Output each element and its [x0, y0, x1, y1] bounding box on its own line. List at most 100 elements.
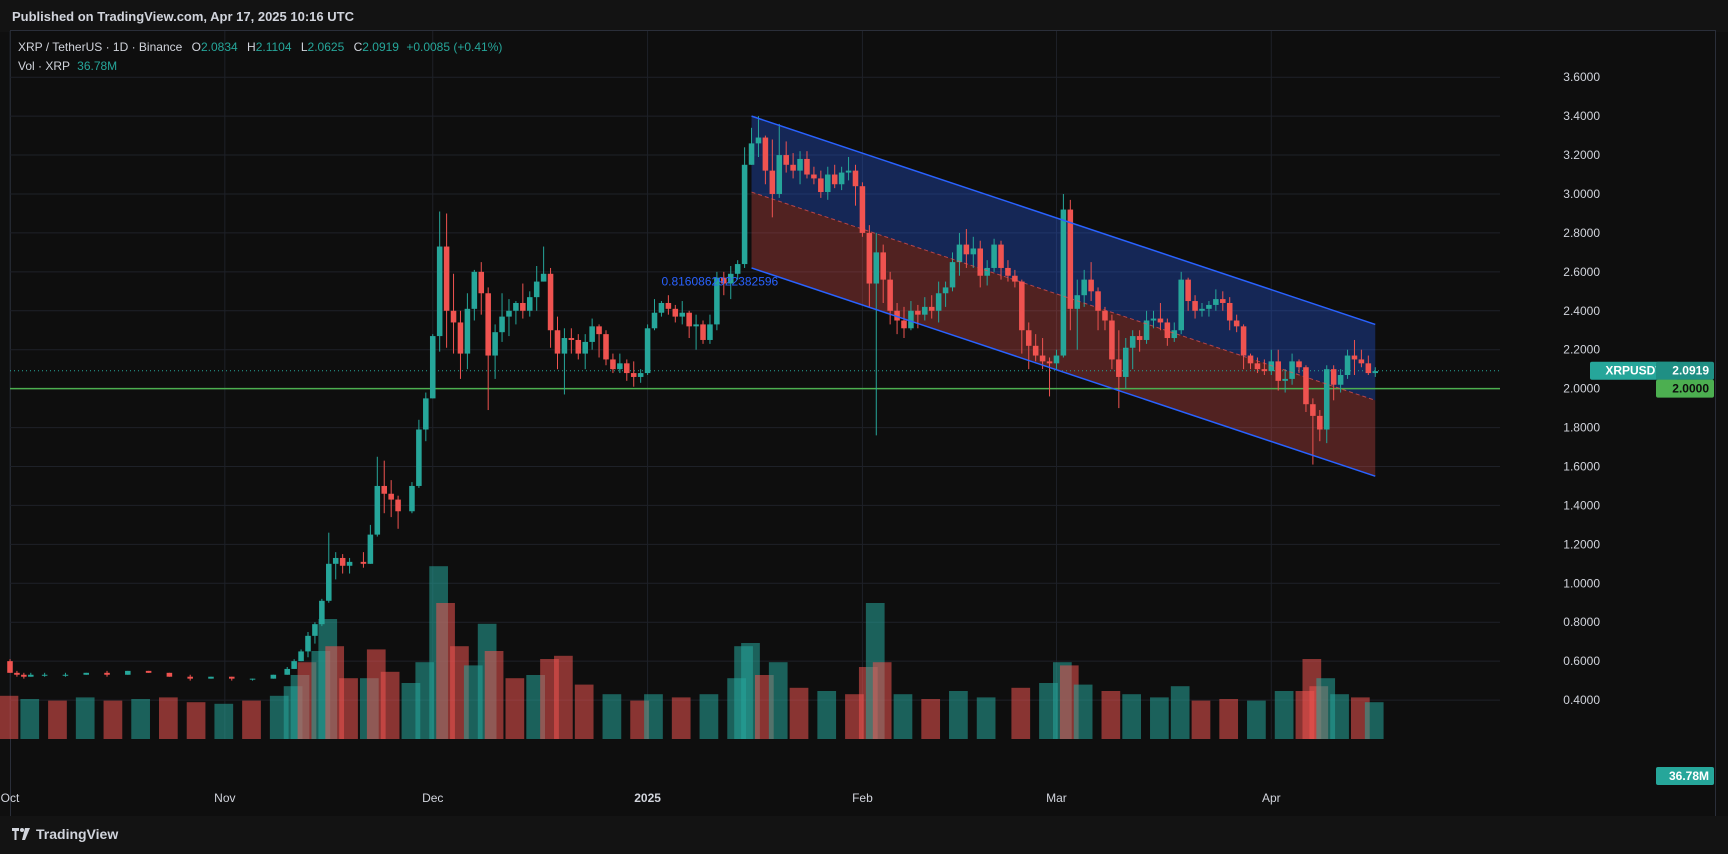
- volume-bar: [1219, 699, 1239, 739]
- candle-body: [776, 155, 783, 194]
- candle-body: [291, 661, 297, 669]
- candle-body: [464, 308, 471, 354]
- candle-body: [658, 302, 665, 313]
- candle-body: [332, 557, 339, 564]
- candle-body: [977, 248, 984, 276]
- candle-body: [457, 322, 464, 354]
- candle-body: [339, 557, 346, 566]
- candle-body: [1143, 320, 1150, 340]
- candle-body: [1088, 279, 1094, 292]
- price-tick-label: 1.0000: [1563, 576, 1600, 590]
- time-tick-label: Mar: [1046, 791, 1067, 805]
- candle-body: [443, 246, 450, 311]
- candle-body: [346, 561, 353, 566]
- time-tick-label: Oct: [1, 791, 20, 805]
- time-tick-label: Dec: [422, 791, 443, 805]
- channel-upper-line: [751, 115, 1376, 326]
- candle-body: [748, 143, 755, 165]
- volume-bar: [103, 700, 123, 739]
- candle-body: [374, 485, 381, 535]
- price-tick-label: 2.8000: [1563, 226, 1600, 240]
- volume-bar: [921, 699, 941, 739]
- price-tick-label: 3.4000: [1563, 109, 1600, 123]
- price-tick-label: 0.6000: [1563, 654, 1600, 668]
- candle-body: [478, 271, 485, 294]
- volume-bar: [1247, 700, 1266, 739]
- candle-body: [991, 244, 997, 268]
- volume-bar: [186, 702, 206, 739]
- candle-body: [104, 672, 110, 675]
- candle-body: [395, 499, 401, 512]
- candle-body: [727, 273, 734, 284]
- candle-body: [596, 326, 602, 335]
- candle-body: [866, 232, 873, 284]
- volume-bar: [574, 684, 594, 739]
- candle-body: [998, 244, 1004, 268]
- candle-body: [62, 674, 69, 676]
- candle-body: [228, 676, 235, 679]
- candle-body: [859, 186, 866, 233]
- candle-body: [589, 326, 595, 342]
- candle-body: [28, 674, 34, 677]
- candle-body: [1365, 363, 1372, 374]
- candle-body: [624, 363, 630, 374]
- candle-body: [1282, 378, 1288, 381]
- volume-bar: [505, 678, 525, 739]
- volume-bar: [159, 697, 178, 739]
- candle-body: [305, 635, 311, 652]
- candle-body: [1122, 347, 1129, 377]
- tradingview-brand[interactable]: TradingView: [12, 826, 118, 842]
- candle-body: [1199, 308, 1205, 311]
- footer-bar: TradingView: [0, 816, 1728, 854]
- volume-bar: [20, 699, 40, 739]
- candle-body: [1254, 363, 1261, 370]
- candle-body: [513, 302, 519, 311]
- volume-bar: [949, 691, 968, 739]
- candle-body: [894, 310, 900, 321]
- volume-bar: [1330, 694, 1349, 739]
- channel-lower-line: [751, 267, 1376, 477]
- candle-body: [145, 670, 152, 673]
- candle-body: [1344, 355, 1351, 376]
- chart-legend: XRP / TetherUS · 1D · Binance O2.0834 H2…: [18, 38, 502, 76]
- candle-body: [499, 316, 505, 333]
- volume-bar: [817, 691, 837, 739]
- candle-body: [637, 373, 644, 377]
- channel-middle-line: [751, 191, 1376, 401]
- candle-body: [707, 324, 713, 340]
- candle-body: [249, 678, 256, 680]
- volume-bar: [644, 694, 663, 739]
- candle-body: [1247, 355, 1254, 364]
- candle-body: [520, 302, 526, 311]
- candle-body: [1046, 361, 1053, 364]
- candle-body: [769, 170, 776, 194]
- candle-body: [284, 668, 290, 675]
- candle-body: [326, 563, 332, 601]
- candle-body: [970, 248, 977, 255]
- support-badge: [1656, 379, 1714, 398]
- candle-body: [1178, 279, 1184, 331]
- volume-bar: [242, 700, 261, 739]
- candle-body: [360, 561, 367, 564]
- candle-body: [852, 170, 859, 187]
- candle-body: [873, 252, 880, 284]
- candle-body: [1081, 279, 1087, 296]
- volume-bar: [1170, 686, 1190, 739]
- candle-body: [1233, 320, 1240, 327]
- candle-body: [1053, 355, 1060, 364]
- candle-body: [208, 676, 214, 679]
- candle-body: [485, 293, 491, 356]
- time-tick-label: 2025: [634, 791, 661, 805]
- candle-body: [790, 164, 796, 171]
- open-label: O: [191, 40, 201, 54]
- price-tick-label: 2.4000: [1563, 304, 1600, 318]
- candle-body: [21, 674, 27, 677]
- candle-body: [450, 310, 457, 323]
- price-tick-label: 1.8000: [1563, 421, 1600, 435]
- close-label: C: [353, 40, 363, 54]
- candle-body: [1157, 318, 1164, 323]
- volume-badge-label: 36.78M: [1669, 769, 1709, 783]
- price-tick-label: 0.8000: [1563, 615, 1600, 629]
- last-price-badge: [1656, 361, 1714, 380]
